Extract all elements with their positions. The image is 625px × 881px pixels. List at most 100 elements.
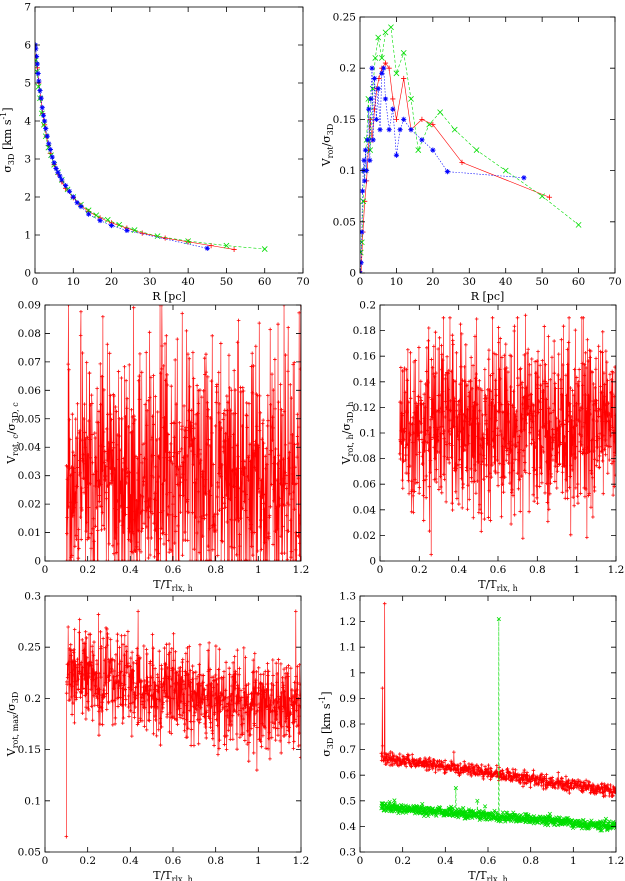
- data-point-red: [211, 526, 215, 530]
- data-point-red: [198, 458, 203, 463]
- data-point-red: [256, 445, 261, 450]
- data-point-red: [445, 371, 450, 376]
- data-point-red: [246, 713, 250, 717]
- data-point-red: [173, 358, 177, 362]
- data-point-red: [261, 441, 266, 445]
- data-point-red: [200, 712, 204, 716]
- data-point-red: [216, 700, 221, 705]
- data-point-red: [204, 370, 209, 374]
- data-point-red: [142, 691, 147, 696]
- data-point-red: [273, 726, 278, 730]
- series-line-green: [35, 60, 265, 250]
- data-point-red: [575, 382, 580, 386]
- data-point-red: [402, 366, 407, 370]
- data-point-red: [435, 427, 440, 432]
- data-point-red: [556, 770, 561, 775]
- data-point-red: [570, 442, 575, 446]
- data-point-red: [198, 388, 202, 392]
- data-point-red: [582, 373, 587, 378]
- data-point-red: [516, 383, 520, 388]
- data-point-red: [91, 472, 96, 477]
- data-point-red: [437, 487, 441, 492]
- data-point-red: [223, 688, 228, 693]
- data-point-red: [219, 559, 223, 561]
- data-point-red: [100, 374, 105, 379]
- data-point-red: [240, 470, 244, 474]
- data-point-red: [165, 373, 169, 377]
- data-point-red: [197, 672, 202, 677]
- data-point-red: [480, 388, 484, 393]
- data-point-green: [392, 798, 397, 803]
- data-point-red: [201, 680, 205, 685]
- data-point-red: [121, 642, 125, 647]
- data-point-red: [270, 438, 275, 442]
- data-point-red: [184, 499, 189, 504]
- data-point-red: [286, 674, 290, 679]
- data-point-red: [162, 478, 167, 483]
- data-point-red: [126, 629, 130, 634]
- data-point-red: [100, 709, 104, 713]
- data-point-red: [95, 559, 100, 561]
- data-point-red: [382, 759, 386, 763]
- data-point-red: [286, 728, 291, 733]
- data-point-red: [145, 423, 149, 428]
- data-point-red: [437, 425, 441, 430]
- data-point-red: [557, 419, 562, 424]
- data-point-red: [76, 527, 81, 532]
- data-point-red: [557, 462, 562, 467]
- data-point-red: [68, 683, 73, 687]
- data-point-red: [259, 672, 263, 677]
- data-point-red: [484, 418, 488, 423]
- data-point-red: [481, 432, 485, 436]
- data-point-red: [437, 450, 442, 454]
- data-point-red: [517, 477, 522, 482]
- data-point-blue: [397, 127, 403, 133]
- data-point-red: [84, 360, 89, 365]
- data-point-red: [442, 436, 446, 441]
- data-point-red: [198, 642, 202, 647]
- data-point-red: [382, 60, 389, 66]
- data-point-red: [109, 417, 114, 422]
- data-point-red: [285, 724, 289, 729]
- data-point-red: [520, 385, 525, 390]
- data-point-red: [103, 474, 108, 478]
- data-point-red: [508, 481, 512, 485]
- data-point-red: [514, 409, 519, 413]
- data-point-red: [504, 458, 509, 463]
- data-point-red: [167, 513, 171, 517]
- data-point-red: [505, 767, 510, 771]
- data-point-red: [576, 501, 580, 506]
- data-point-red: [292, 360, 297, 365]
- data-point-red: [74, 537, 79, 542]
- data-point-red: [271, 673, 275, 678]
- data-point-red: [70, 412, 75, 416]
- y-tick-label: 0.6: [339, 770, 356, 782]
- data-point-green: [434, 813, 439, 818]
- data-point-red: [171, 696, 176, 701]
- data-point-green: [522, 812, 528, 817]
- data-point-red: [143, 441, 147, 445]
- data-point-red: [541, 450, 546, 454]
- data-point-red: [190, 510, 195, 515]
- data-point-red: [110, 543, 115, 548]
- data-point-red: [255, 549, 260, 553]
- data-point-red: [296, 744, 301, 748]
- data-point-green: [583, 819, 588, 825]
- data-point-green: [482, 804, 488, 809]
- data-point-red: [498, 377, 503, 381]
- data-point-red: [560, 393, 564, 398]
- data-point-red: [242, 490, 246, 494]
- data-point-red: [581, 447, 586, 452]
- data-point-red: [177, 483, 182, 487]
- data-point-red: [218, 428, 222, 433]
- data-point-red: [544, 460, 549, 464]
- data-point-red: [586, 359, 591, 363]
- data-point-red: [516, 458, 521, 462]
- data-point-red: [205, 442, 209, 446]
- data-point-red: [265, 682, 270, 686]
- y-tick-label: 0.25: [18, 642, 41, 654]
- data-point-red: [175, 722, 180, 727]
- x-axis-label: T/Trlx, h: [478, 578, 518, 593]
- data-point-red: [400, 413, 404, 418]
- data-point-red: [140, 702, 145, 707]
